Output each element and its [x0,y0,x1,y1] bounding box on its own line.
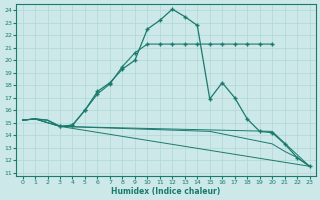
X-axis label: Humidex (Indice chaleur): Humidex (Indice chaleur) [111,187,221,196]
